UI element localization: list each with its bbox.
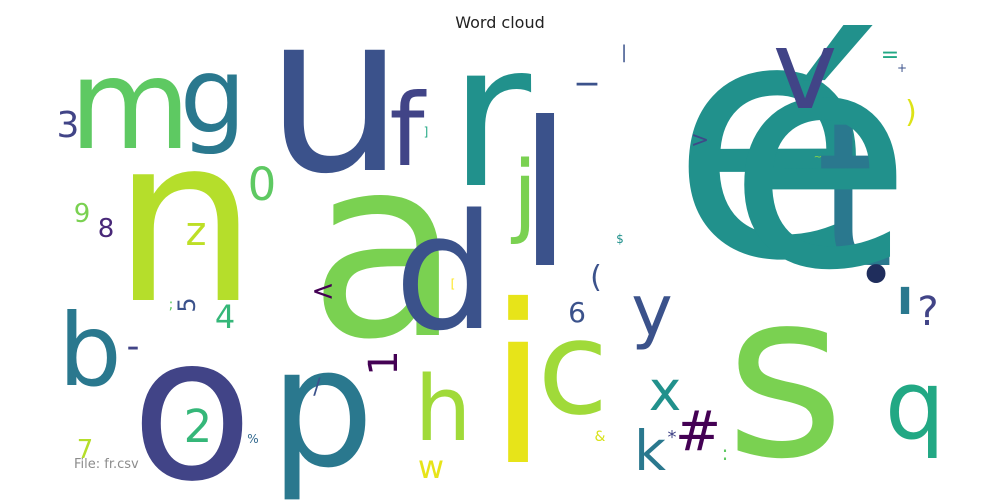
word-t: t bbox=[816, 80, 894, 313]
word-p: p bbox=[270, 312, 375, 500]
word-6: 6 bbox=[568, 296, 586, 329]
word-v: v bbox=[772, 6, 837, 134]
word-plus: + bbox=[897, 61, 907, 75]
word-semicolon: ; bbox=[169, 297, 174, 313]
word-m: m bbox=[69, 33, 191, 178]
word-4: 4 bbox=[215, 298, 235, 336]
word-b: b bbox=[58, 292, 121, 409]
word-j: j bbox=[510, 142, 537, 247]
word-n: n bbox=[112, 88, 258, 355]
word-e-acute: é bbox=[728, 0, 913, 336]
word-d: d bbox=[394, 179, 496, 366]
word-s: s bbox=[725, 243, 845, 500]
word-hash: # bbox=[675, 399, 721, 463]
word-hyphen: - bbox=[127, 326, 140, 367]
word-colon: : bbox=[722, 441, 729, 465]
word-open-paren: ( bbox=[590, 260, 602, 295]
word-g: g bbox=[180, 35, 247, 157]
word-asterisk: * bbox=[668, 427, 677, 448]
word-question: ? bbox=[917, 289, 938, 335]
word-pipe: | bbox=[621, 42, 627, 63]
word-dollar: $ bbox=[616, 232, 624, 246]
word-7: 7 bbox=[77, 435, 94, 465]
word-2: 2 bbox=[184, 400, 213, 453]
word-open-bracket: [ bbox=[451, 277, 456, 291]
word-0: 0 bbox=[248, 158, 277, 211]
word-ampersand: & bbox=[595, 429, 606, 445]
word-k: k bbox=[634, 419, 666, 483]
word-bullet: • bbox=[857, 239, 895, 314]
word-e: e bbox=[670, 0, 873, 333]
word-tilde: ~ bbox=[814, 152, 822, 163]
word-less-than: < bbox=[311, 274, 334, 307]
word-r: r bbox=[449, 0, 532, 233]
word-percent: % bbox=[247, 432, 258, 446]
word-8: 8 bbox=[98, 214, 115, 244]
word-w: w bbox=[418, 448, 444, 486]
word-x: x bbox=[649, 359, 682, 423]
word-5: 5 bbox=[173, 297, 201, 312]
word-y: y bbox=[631, 270, 672, 352]
word-underscore: _ bbox=[576, 40, 598, 86]
word-1: 1 bbox=[361, 350, 407, 375]
word-close-bracket: ] bbox=[424, 125, 429, 139]
word-a: a bbox=[308, 103, 461, 394]
word-u: u bbox=[265, 0, 404, 222]
word-greater-than: > bbox=[691, 128, 709, 153]
word-c: c bbox=[537, 292, 608, 444]
word-i: i bbox=[487, 258, 548, 500]
word-l: l bbox=[517, 80, 573, 313]
word-z: z bbox=[186, 209, 207, 255]
word-o: o bbox=[131, 293, 253, 500]
word-equals: = bbox=[881, 43, 899, 68]
word-h: h bbox=[414, 357, 471, 462]
word-f: f bbox=[389, 72, 427, 189]
word-9: 9 bbox=[74, 199, 91, 229]
source-file-label: File: fr.csv bbox=[74, 457, 139, 472]
word-close-paren: ) bbox=[905, 95, 917, 130]
chart-title: Word cloud bbox=[455, 13, 545, 32]
word-q: q bbox=[885, 351, 945, 461]
word-apostrophe: ' bbox=[891, 267, 919, 384]
word-slash: / bbox=[313, 375, 321, 400]
word-3: 3 bbox=[57, 105, 80, 146]
